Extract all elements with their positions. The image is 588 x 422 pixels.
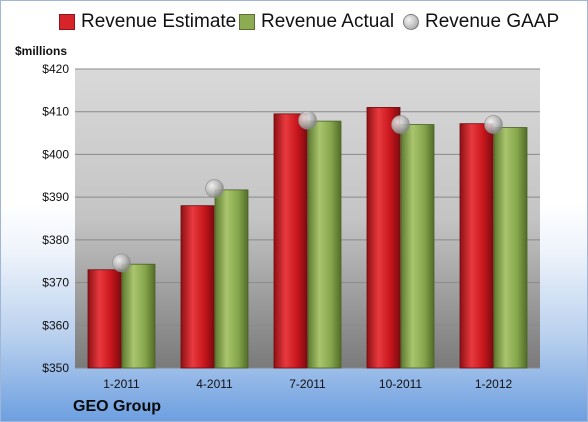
legend-swatch-actual [239,14,255,30]
bar-revenue-actual [493,127,528,369]
bar-revenue-actual [400,124,435,369]
legend-marker-gaap [403,14,419,30]
x-tick-label: 4-2011 [196,377,233,391]
y-tick-label: $390 [42,190,69,204]
bar-revenue-actual [214,189,249,369]
y-tick-label: $420 [42,62,69,76]
x-tick-label: 1-2011 [103,377,140,391]
y-tick-label: $410 [42,105,69,119]
bar-revenue-estimate [366,107,401,369]
legend-item-actual: Revenue Actual [239,11,394,33]
marker-revenue-gaap [298,110,317,130]
x-tick-label: 7-2011 [289,377,326,391]
marker-revenue-gaap [205,179,224,198]
bar-revenue-estimate [273,113,308,369]
y-tick-label: $400 [42,147,69,161]
y-axis-unit-label: $millions [15,44,68,58]
legend-swatch-estimate [59,14,75,30]
legend-item-estimate: Revenue Estimate [59,11,236,33]
bar-revenue-estimate [459,123,494,369]
y-tick-label: $380 [42,233,69,247]
marker-revenue-gaap [112,253,131,273]
marker-revenue-gaap [484,115,503,134]
x-tick-label: 10-2011 [379,377,422,391]
company-name: GEO Group [73,398,161,415]
bar-revenue-estimate [87,269,122,369]
y-tick-label: $350 [42,361,69,375]
legend-label-actual: Revenue Actual [261,11,395,32]
bar-revenue-actual [307,120,342,369]
legend: Revenue Estimate Revenue Actual Revenue … [1,11,587,39]
legend-label-gaap: Revenue GAAP [425,11,560,32]
legend-item-gaap: Revenue GAAP [403,11,559,33]
bar-revenue-actual [121,263,156,369]
y-tick-label: $360 [42,318,69,332]
marker-revenue-gaap [391,115,410,134]
legend-label-estimate: Revenue Estimate [81,11,237,32]
x-tick-label: 1-2012 [475,377,513,391]
bar-revenue-estimate [180,205,215,369]
y-tick-label: $370 [42,276,69,290]
